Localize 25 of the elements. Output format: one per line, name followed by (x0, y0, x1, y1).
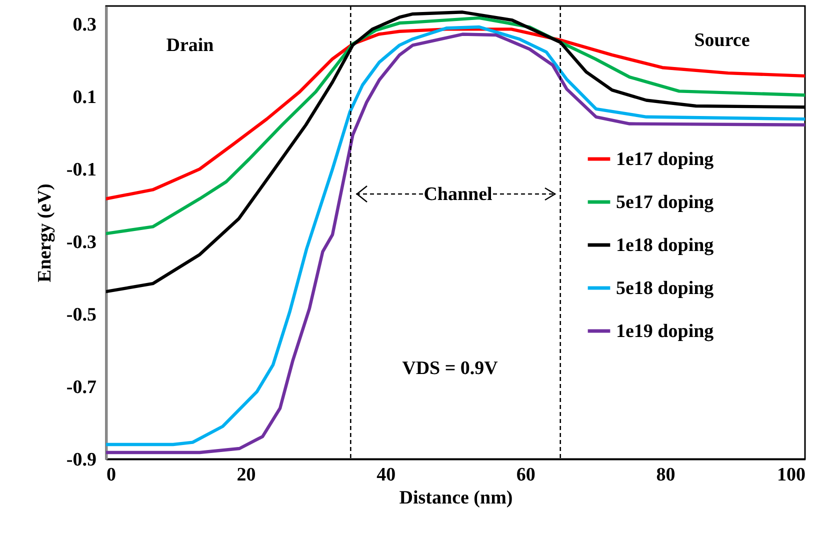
y-tick-label: 0.3 (72, 14, 96, 36)
y-axis-title: Energy (eV) (34, 184, 56, 282)
annotation: Drain (166, 35, 214, 56)
legend-label: 1e19 doping (616, 321, 714, 342)
legend-label: 5e17 doping (616, 192, 714, 213)
x-tick-label: 20 (236, 464, 256, 486)
y-tick-label: -0.7 (66, 377, 97, 398)
annotation: Source (694, 30, 750, 51)
line-series (106, 16, 805, 236)
x-axis-title: Distance (nm) (399, 488, 513, 508)
legend-label: 1e18 doping (616, 235, 714, 256)
x-tick-label: 60 (516, 464, 536, 486)
x-tick-label: 40 (376, 464, 396, 486)
annotation: Channel (424, 184, 492, 205)
legend-label: 5e18 doping (616, 278, 714, 299)
x-tick-label: 80 (656, 464, 676, 486)
legend-label: 1e17 doping (616, 149, 714, 170)
y-tick-label: 0.1 (72, 87, 96, 108)
y-tick-label: -0.3 (66, 232, 96, 254)
y-tick-label: -0.1 (66, 160, 96, 181)
x-tick-label: 100 (777, 464, 806, 486)
x-tick-label: 0 (106, 464, 116, 486)
y-tick-label: -0.5 (66, 304, 96, 326)
y-tick-label: -0.9 (66, 450, 96, 470)
annotation: VDS = 0.9V (402, 358, 498, 379)
